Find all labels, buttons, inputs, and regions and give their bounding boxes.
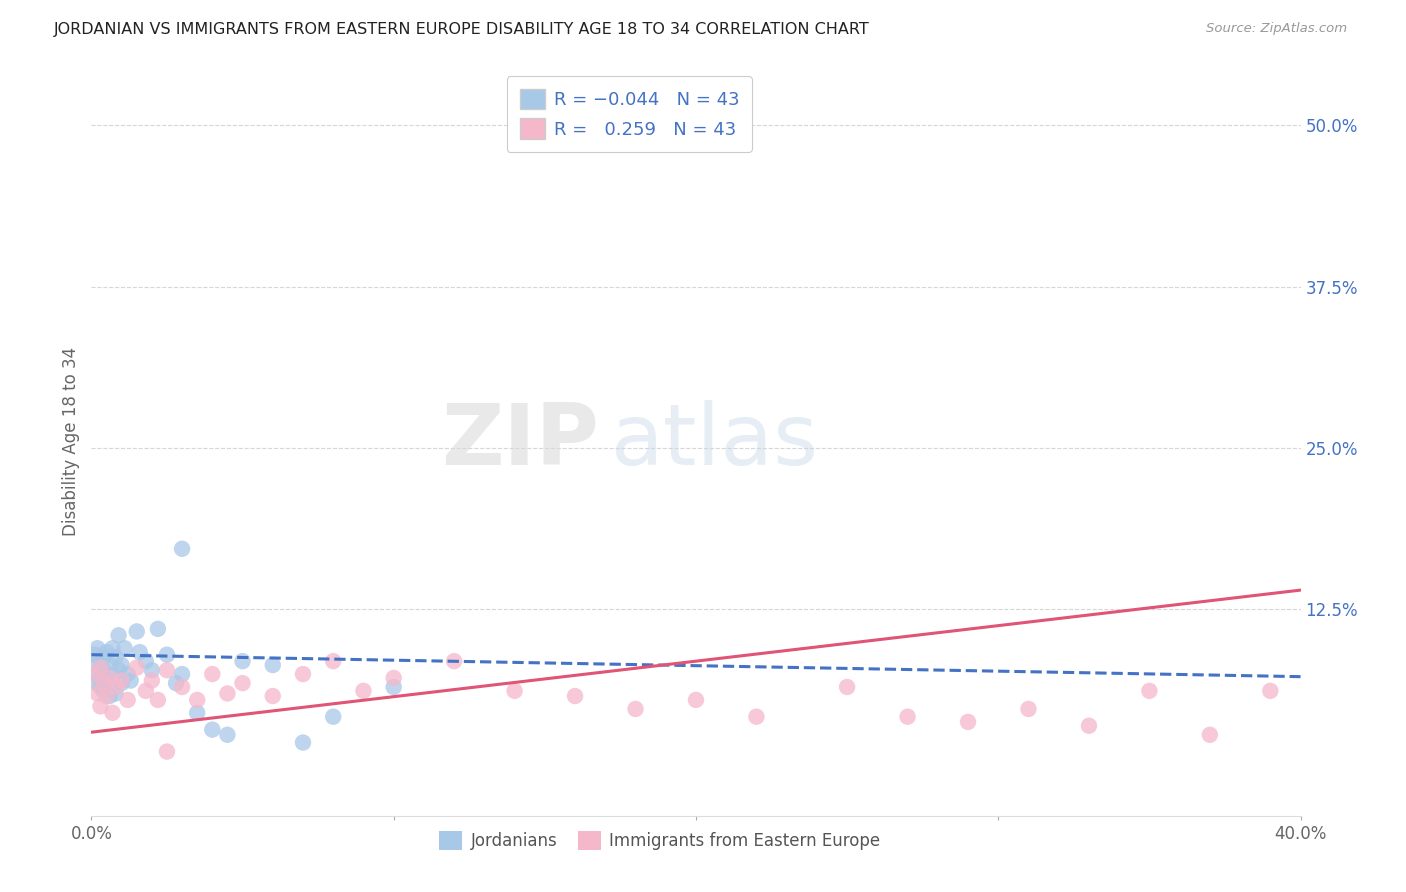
Point [382, 671, 405, 685]
Point [352, 684, 374, 698]
Point [835, 680, 858, 694]
Point [165, 676, 187, 690]
Point [104, 680, 127, 694]
Point [201, 723, 224, 737]
Point [135, 684, 157, 698]
Y-axis label: Disability Age 18 to 34: Disability Age 18 to 34 [62, 347, 80, 536]
Point [262, 689, 284, 703]
Point [322, 654, 344, 668]
Point [93, 684, 115, 698]
Point [83, 648, 105, 662]
Point [172, 667, 194, 681]
Point [93, 663, 115, 677]
Point [111, 673, 132, 688]
Point [107, 663, 129, 677]
Point [93, 676, 115, 690]
Point [83, 667, 105, 681]
Point [172, 541, 194, 556]
Point [141, 673, 163, 688]
Point [1198, 728, 1220, 742]
Point [141, 663, 163, 677]
Text: JORDANIAN VS IMMIGRANTS FROM EASTERN EUROPE DISABILITY AGE 18 TO 34 CORRELATION : JORDANIAN VS IMMIGRANTS FROM EASTERN EUR… [53, 22, 869, 37]
Point [1077, 719, 1099, 733]
Point [117, 667, 139, 681]
Point [745, 709, 768, 723]
Point [86, 641, 108, 656]
Point [135, 654, 157, 668]
Point [322, 709, 344, 723]
Point [125, 624, 148, 639]
Legend: Jordanians, Immigrants from Eastern Europe: Jordanians, Immigrants from Eastern Euro… [433, 824, 887, 856]
Point [101, 670, 124, 684]
Point [125, 660, 148, 674]
Point [292, 667, 315, 681]
Point [201, 667, 224, 681]
Point [262, 658, 284, 673]
Point [89, 699, 111, 714]
Point [217, 728, 239, 742]
Point [292, 735, 315, 749]
Point [104, 686, 127, 700]
Point [120, 673, 142, 688]
Point [117, 693, 139, 707]
Point [93, 650, 115, 665]
Text: Source: ZipAtlas.com: Source: ZipAtlas.com [1206, 22, 1347, 36]
Point [186, 706, 208, 720]
Point [107, 628, 129, 642]
Point [96, 689, 118, 703]
Point [89, 671, 111, 685]
Point [98, 658, 121, 673]
Text: ZIP: ZIP [441, 400, 599, 483]
Point [111, 676, 132, 690]
Point [503, 684, 526, 698]
Point [114, 641, 136, 656]
Point [96, 645, 118, 659]
Point [1260, 684, 1282, 698]
Point [685, 693, 707, 707]
Point [111, 658, 132, 673]
Point [89, 660, 111, 674]
Point [146, 693, 169, 707]
Point [217, 686, 239, 700]
Point [86, 686, 108, 700]
Point [86, 654, 108, 668]
Point [156, 745, 179, 759]
Point [98, 689, 121, 703]
Point [1018, 702, 1040, 716]
Point [156, 648, 179, 662]
Point [956, 714, 979, 729]
Point [101, 706, 124, 720]
Point [443, 654, 465, 668]
Point [172, 680, 194, 694]
Point [231, 676, 253, 690]
Point [146, 622, 169, 636]
Point [98, 671, 121, 685]
Point [564, 689, 586, 703]
Point [382, 680, 405, 694]
Point [231, 654, 253, 668]
Point [128, 645, 150, 659]
Point [83, 667, 105, 681]
Point [1139, 684, 1161, 698]
Point [101, 641, 124, 656]
Point [86, 676, 108, 690]
Point [89, 660, 111, 674]
Point [89, 680, 111, 694]
Point [624, 702, 647, 716]
Point [156, 663, 179, 677]
Point [186, 693, 208, 707]
Point [104, 650, 127, 665]
Point [96, 673, 118, 688]
Point [897, 709, 920, 723]
Text: atlas: atlas [612, 400, 820, 483]
